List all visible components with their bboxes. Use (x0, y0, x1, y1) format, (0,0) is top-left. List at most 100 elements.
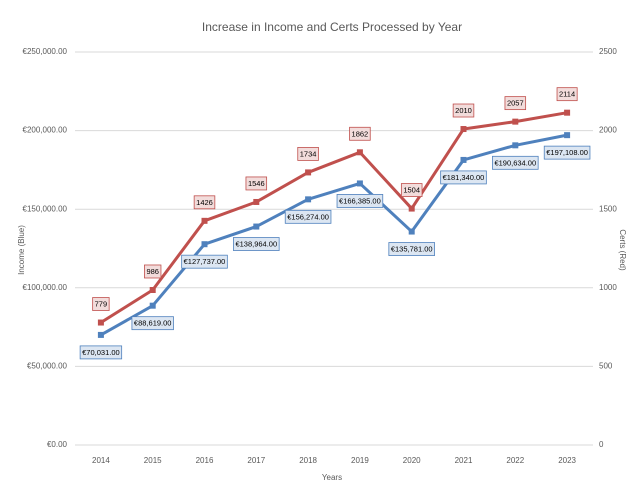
data-label-text: €156,274.00 (287, 212, 329, 221)
data-label: €135,781.00 (388, 242, 435, 256)
y2-tick-label: 2500 (599, 47, 617, 56)
marker (253, 223, 260, 230)
data-label-text: 986 (146, 267, 159, 276)
y-tick-label: €100,000.00 (23, 283, 68, 292)
data-label: 779 (92, 297, 110, 311)
marker (408, 205, 415, 212)
data-label-text: €127,737.00 (184, 257, 226, 266)
x-tick-label: 2018 (299, 456, 317, 465)
marker (460, 156, 467, 163)
data-label: €197,108.00 (543, 145, 591, 160)
data-label: €88,619.00 (131, 316, 174, 331)
y2-tick-label: 1000 (599, 283, 617, 292)
marker (356, 180, 363, 187)
y-tick-label: €0.00 (47, 440, 68, 449)
data-label: 1504 (400, 183, 423, 197)
data-label-text: €166,385.00 (339, 196, 381, 205)
x-tick-label: 2022 (506, 456, 524, 465)
data-label-text: 1426 (196, 198, 213, 207)
data-label-box (233, 237, 280, 251)
y-axis-title: Income (Blue) (17, 225, 26, 275)
data-label-box (388, 242, 435, 256)
data-label-text: 1504 (403, 186, 420, 195)
data-label-box (543, 145, 591, 160)
data-label: 1862 (349, 126, 371, 141)
marker (356, 149, 363, 156)
data-label-box (144, 264, 162, 279)
marker (149, 302, 156, 309)
data-label-box (131, 316, 174, 331)
data-label: €166,385.00 (336, 194, 384, 208)
marker (253, 198, 260, 205)
data-label-box (92, 297, 110, 311)
data-label-box (284, 209, 332, 224)
data-label-box (349, 126, 371, 141)
data-label-box (556, 87, 578, 102)
data-label-text: €190,634.00 (494, 158, 536, 167)
marker (149, 287, 156, 294)
marker (460, 126, 467, 133)
data-label-box (297, 146, 319, 161)
data-label: 2057 (504, 96, 527, 111)
data-label-box (79, 345, 123, 360)
x-tick-label: 2021 (455, 456, 473, 465)
y-tick-label: €150,000.00 (23, 204, 68, 213)
y-tick-label: €200,000.00 (23, 126, 68, 135)
x-tick-label: 2016 (196, 456, 214, 465)
data-label-text: €70,031.00 (82, 348, 120, 357)
data-label: 2010 (452, 103, 475, 118)
data-label-text: 2057 (507, 99, 524, 108)
series-line (100, 133, 568, 337)
data-label-text: €88,619.00 (134, 319, 172, 328)
data-label: €156,274.00 (284, 209, 332, 224)
chart-title: Increase in Income and Certs Processed b… (202, 20, 462, 34)
y-tick-label: €50,000.00 (27, 362, 68, 371)
data-label: 1426 (193, 195, 216, 210)
data-label-text: €135,781.00 (391, 245, 433, 254)
y2-tick-label: 1500 (599, 204, 617, 213)
data-label: €138,964.00 (233, 237, 280, 251)
y2-tick-label: 500 (599, 362, 613, 371)
data-label: 2114 (556, 87, 578, 102)
x-tick-label: 2020 (403, 456, 421, 465)
x-tick-label: 2017 (247, 456, 265, 465)
data-label-text: 1734 (300, 149, 317, 158)
data-label-text: €181,340.00 (443, 173, 485, 182)
data-label-text: 2114 (559, 90, 575, 99)
data-label: €127,737.00 (181, 254, 228, 269)
data-label-text: €138,964.00 (235, 240, 277, 249)
series-line (100, 111, 568, 324)
data-label-box (440, 170, 487, 185)
marker (97, 319, 104, 326)
data-label-text: 779 (95, 300, 108, 309)
x-tick-label: 2015 (144, 456, 162, 465)
data-label-text: 2010 (455, 106, 472, 115)
marker (201, 217, 208, 224)
data-label-box (245, 176, 268, 191)
data-label: 1734 (297, 146, 319, 161)
data-label-box (181, 254, 228, 269)
marker (512, 142, 519, 149)
data-label-box (452, 103, 475, 118)
y2-axis-title: Certs (Red) (618, 229, 627, 271)
marker (408, 228, 415, 235)
data-label: €181,340.00 (440, 170, 487, 185)
marker (305, 169, 312, 176)
marker (564, 109, 571, 116)
data-label-text: 1862 (352, 129, 369, 138)
data-label-box (193, 195, 216, 210)
data-label-box (336, 194, 384, 208)
marker (201, 241, 208, 248)
data-label-box (492, 155, 539, 170)
data-label-box (504, 96, 527, 111)
marker (512, 118, 519, 125)
data-label: €70,031.00 (79, 345, 123, 360)
x-tick-label: 2019 (351, 456, 369, 465)
data-label: €190,634.00 (492, 155, 539, 170)
marker (305, 196, 312, 203)
y-tick-label: €250,000.00 (23, 47, 68, 56)
data-label: 986 (144, 264, 162, 279)
x-tick-label: 2023 (558, 456, 576, 465)
